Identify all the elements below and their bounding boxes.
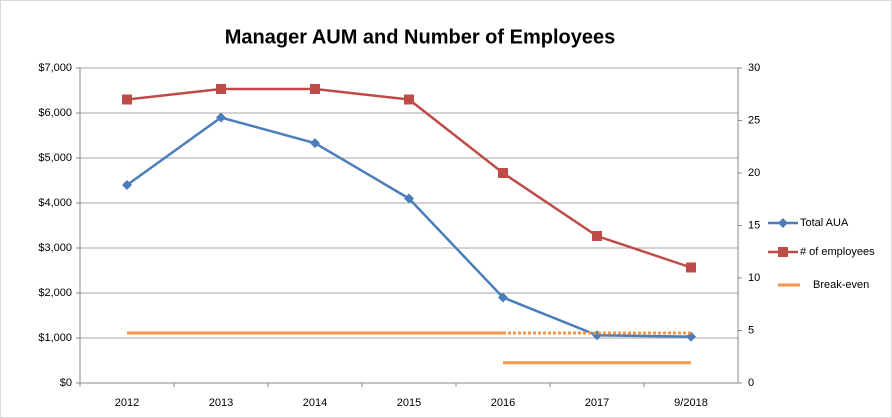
point	[404, 193, 414, 204]
point	[498, 168, 508, 178]
y2-tick-label: 20	[748, 167, 760, 179]
legend-marker	[778, 247, 788, 257]
point	[310, 84, 320, 94]
x-tick-label: 2016	[491, 397, 515, 409]
y2-tick-label: 5	[748, 324, 754, 336]
x-tick-label: 2015	[397, 397, 421, 409]
y-tick-label: $3,000	[38, 242, 72, 254]
legend-label: Total AUA	[800, 217, 849, 229]
y2-tick-label: 25	[748, 114, 760, 126]
point	[592, 231, 602, 241]
y-tick-label: $7,000	[38, 62, 72, 74]
legend-label: # of employees	[800, 246, 875, 258]
y-tick-label: $2,000	[38, 287, 72, 299]
point	[216, 84, 226, 94]
y-tick-label: $5,000	[38, 152, 72, 164]
legend-marker	[778, 218, 788, 228]
point	[498, 292, 508, 303]
x-tick-label: 2012	[115, 397, 139, 409]
y2-tick-label: 15	[748, 219, 760, 231]
y-tick-label: $4,000	[38, 197, 72, 209]
legend-label: Break-even	[813, 279, 869, 291]
y-tick-label: $1,000	[38, 332, 72, 344]
point	[122, 94, 132, 105]
y2-tick-label: 10	[748, 272, 760, 284]
point	[122, 180, 132, 190]
x-tick-label: 2013	[209, 397, 233, 409]
y-tick-label: $0	[60, 377, 72, 389]
y2-tick-label: 30	[748, 62, 760, 74]
y-tick-label: $6,000	[38, 107, 72, 119]
point	[404, 94, 414, 105]
point	[216, 112, 226, 123]
x-tick-label: 2017	[585, 397, 609, 409]
chart-title: Manager AUM and Number of Employees	[225, 26, 615, 48]
x-tick-label: 2014	[303, 397, 327, 409]
point	[686, 262, 696, 273]
y2-tick-label: 0	[748, 377, 754, 389]
point	[310, 138, 320, 149]
x-tick-label: 9/2018	[674, 397, 708, 409]
